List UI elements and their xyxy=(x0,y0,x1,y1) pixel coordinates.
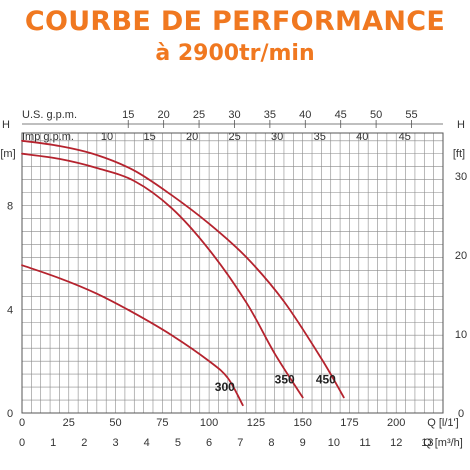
us-gpm-tick-label: 40 xyxy=(299,109,311,121)
curve-350 xyxy=(21,152,304,399)
imp-gpm-tick-label: 35 xyxy=(314,131,326,143)
y-left-tick-label: 8 xyxy=(7,201,13,213)
curve-label-350: 350 xyxy=(275,372,295,386)
chart-labels: 300 350 450 xyxy=(215,372,336,394)
imp-gpm-tick-label: 15 xyxy=(143,131,155,143)
x-m3h-tick-label: 10 xyxy=(328,437,340,449)
us-gpm-tick-label: 20 xyxy=(158,109,170,121)
imp-gpm-tick-label: 40 xyxy=(356,131,368,143)
x-m3h-tick-label: 7 xyxy=(237,437,243,449)
plot-frame xyxy=(21,132,444,414)
curve-300 xyxy=(21,264,244,407)
x-lpm-tick-label: 25 xyxy=(63,417,75,429)
chart-grid xyxy=(21,133,444,414)
imp-gpm-label: Imp g.p.m. xyxy=(22,131,74,143)
y-left-tick-label: 0 xyxy=(7,408,13,420)
x-m3h-tick-label: 6 xyxy=(206,437,212,449)
us-gpm-label: U.S. g.p.m. xyxy=(22,109,77,121)
us-gpm-tick-label: 15 xyxy=(122,109,134,121)
x-lpm-tick-label: 125 xyxy=(247,417,265,429)
x-m3h-tick-label: 9 xyxy=(300,437,306,449)
x-m3h-tick-label: 12 xyxy=(390,437,402,449)
x-m3h-unit: Q [m³/h] xyxy=(423,437,463,449)
x-m3h-tick-label: 0 xyxy=(19,437,25,449)
y-left-tick-label: 4 xyxy=(7,304,13,316)
us-gpm-tick-label: 55 xyxy=(405,109,417,121)
y-left-unit: [m] xyxy=(0,148,15,160)
y-right-tick-label: 20 xyxy=(455,250,467,262)
imp-gpm-tick-label: 10 xyxy=(101,131,113,143)
y-right-tick-label: 10 xyxy=(455,329,467,341)
imp-gpm-tick-label: 25 xyxy=(229,131,241,143)
chart-curves xyxy=(21,139,345,407)
x-lpm-tick-label: 175 xyxy=(340,417,358,429)
imp-gpm-tick-label: 30 xyxy=(271,131,283,143)
x-lpm-tick-label: 75 xyxy=(156,417,168,429)
us-gpm-tick-label: 45 xyxy=(335,109,347,121)
chart-title: COURBE DE PERFORMANCE xyxy=(24,6,446,37)
x-m3h-tick-label: 5 xyxy=(175,437,181,449)
y-right-tick-label: 0 xyxy=(458,408,464,420)
curve-450 xyxy=(21,139,345,399)
x-m3h-tick-label: 1 xyxy=(50,437,56,449)
y-right-unit: [ft] xyxy=(453,148,465,160)
y-right-tick-label: 30 xyxy=(455,171,467,183)
x-m3h-tick-label: 2 xyxy=(81,437,87,449)
x-m3h-tick-label: 13 xyxy=(421,437,433,449)
x-lpm-unit: Q [l/1'] xyxy=(427,417,458,429)
x-m3h-tick-label: 11 xyxy=(359,437,370,449)
imp-gpm-tick-label: 45 xyxy=(399,131,411,143)
us-gpm-tick-label: 25 xyxy=(193,109,205,121)
x-lpm-tick-label: 0 xyxy=(19,417,25,429)
x-lpm-tick-label: 150 xyxy=(293,417,311,429)
x-lpm-tick-label: 50 xyxy=(109,417,121,429)
curve-label-300: 300 xyxy=(215,380,235,394)
curve-label-450: 450 xyxy=(316,372,336,386)
chart-subtitle: à 2900tr/min xyxy=(155,41,315,66)
x-m3h-tick-label: 8 xyxy=(268,437,274,449)
imp-gpm-tick-label: 20 xyxy=(186,131,198,143)
x-lpm-tick-label: 100 xyxy=(200,417,218,429)
x-lpm-tick-label: 200 xyxy=(387,417,405,429)
us-gpm-tick-label: 30 xyxy=(228,109,240,121)
x-m3h-tick-label: 4 xyxy=(144,437,150,449)
y-left-label: H xyxy=(2,119,10,131)
us-gpm-tick-label: 35 xyxy=(264,109,276,121)
y-right-label: H xyxy=(457,119,465,131)
x-m3h-tick-label: 3 xyxy=(112,437,118,449)
us-gpm-tick-label: 50 xyxy=(370,109,382,121)
